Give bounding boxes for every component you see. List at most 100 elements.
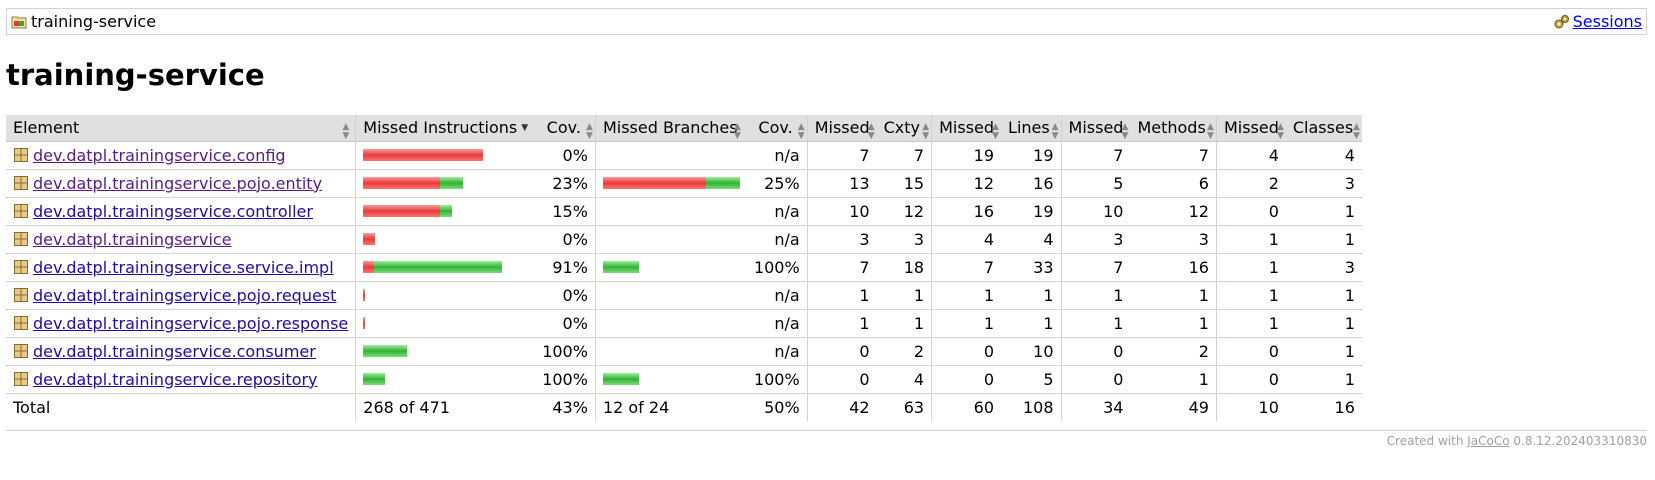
table-row: dev.datpl.trainingservice.repository 100%…: [6, 365, 1362, 394]
missed-lines: 0: [931, 365, 1002, 394]
element-cell-content: dev.datpl.trainingservice.pojo.request: [13, 286, 348, 305]
missed-cxty: 7: [806, 141, 877, 170]
methods: 6: [1130, 169, 1217, 198]
table-row: dev.datpl.trainingservice.controller 15% n…: [6, 197, 1362, 226]
header-element[interactable]: Element ▲ ▼: [6, 115, 356, 142]
sort-icon: ▲ ▼: [1051, 122, 1059, 141]
element-cell-content: dev.datpl.trainingservice.consumer: [13, 342, 348, 361]
classes: 1: [1285, 225, 1362, 254]
package-link[interactable]: dev.datpl.trainingservice.service.impl: [33, 257, 334, 277]
element-cell: dev.datpl.trainingservice.pojo.response: [6, 309, 356, 338]
missed-cxty: 1: [806, 281, 877, 310]
header-missed-lines[interactable]: Missed ▲ ▼: [931, 115, 1002, 142]
package-link[interactable]: dev.datpl.trainingservice.config: [33, 145, 286, 165]
covered-bar: [363, 345, 408, 357]
covered-bar: [602, 261, 639, 273]
element-cell-content: dev.datpl.trainingservice.repository: [13, 370, 348, 389]
header-missed-cxty[interactable]: Missed ▲ ▼: [806, 115, 877, 142]
element-cell-content: dev.datpl.trainingservice: [13, 230, 348, 249]
methods: 1: [1130, 309, 1217, 338]
header-missed-methods[interactable]: Missed ▲ ▼: [1060, 115, 1131, 142]
covered-bar: [363, 373, 386, 385]
package-icon: [14, 316, 28, 330]
lines: 33: [1001, 253, 1062, 282]
branches-bar-cell: [594, 365, 747, 394]
total-missed-methods: 34: [1060, 392, 1131, 421]
cxty: 12: [876, 197, 932, 226]
package-link[interactable]: dev.datpl.trainingservice.pojo.request: [33, 285, 337, 305]
covered-bar: [374, 261, 503, 273]
package-link[interactable]: dev.datpl.trainingservice.consumer: [33, 341, 316, 361]
missed-classes: 0: [1215, 197, 1286, 226]
instructions-bar-cell: [355, 253, 536, 282]
header-missed-branches[interactable]: Missed Branches ▲ ▼: [594, 115, 747, 142]
total-lines: 108: [1001, 392, 1062, 421]
branches-cov: n/a: [746, 141, 808, 170]
branches-bar-cell: [594, 309, 747, 338]
branches-bar: [602, 261, 740, 273]
header-cxty[interactable]: Cxty ▲ ▼: [876, 115, 932, 142]
header-missed-classes[interactable]: Missed ▲ ▼: [1215, 115, 1286, 142]
table-body: dev.datpl.trainingservice.config 0% n/a 7 7 1…: [6, 141, 1362, 394]
missed-classes: 4: [1215, 141, 1286, 170]
branches-bar-cell: [594, 337, 747, 366]
table-row: dev.datpl.trainingservice.pojo.request 0%…: [6, 281, 1362, 310]
cxty: 1: [876, 309, 932, 338]
methods: 7: [1130, 141, 1217, 170]
breadcrumb-left: training-service: [11, 12, 156, 32]
methods: 1: [1130, 281, 1217, 310]
instructions-bar-cell: [355, 197, 536, 226]
package-icon: [14, 260, 28, 274]
instructions-bar-cell: [355, 141, 536, 170]
sort-icon: ▲ ▼: [1121, 122, 1129, 141]
jacoco-link[interactable]: JaCoCo: [1467, 434, 1510, 448]
header-lines[interactable]: Lines ▲ ▼: [1001, 115, 1062, 142]
element-cell: dev.datpl.trainingservice.pojo.entity: [6, 169, 356, 198]
package-link[interactable]: dev.datpl.trainingservice: [33, 229, 232, 249]
element-cell: dev.datpl.trainingservice.service.impl: [6, 253, 356, 282]
sort-icon: ▲ ▼: [1207, 122, 1214, 141]
header-classes[interactable]: Classes ▲ ▼: [1285, 115, 1362, 142]
instructions-bar: [363, 205, 528, 217]
instructions-cov: 23%: [535, 169, 596, 198]
missed-methods: 7: [1060, 141, 1131, 170]
table-header-row: Element ▲ ▼ Missed Instructions ▼ Cov. ▲ ▼ Mi…: [6, 115, 1362, 142]
page-title: training-service: [6, 58, 265, 92]
lines: 1: [1001, 281, 1062, 310]
total-missed-classes: 10: [1215, 392, 1286, 421]
breadcrumb-right: Sessions: [1553, 12, 1642, 32]
element-cell: dev.datpl.trainingservice.repository: [6, 365, 356, 394]
missed-methods: 7: [1060, 253, 1131, 282]
header-missed-instructions[interactable]: Missed Instructions ▼: [355, 115, 536, 142]
instructions-bar-cell: [355, 309, 536, 338]
missed-lines: 16: [931, 197, 1002, 226]
instructions-cov: 0%: [535, 141, 596, 170]
instructions-cov: 0%: [535, 225, 596, 254]
methods: 1: [1130, 365, 1217, 394]
package-link[interactable]: dev.datpl.trainingservice.pojo.entity: [33, 173, 323, 193]
header-branch-cov[interactable]: Cov. ▲ ▼: [746, 115, 808, 142]
missed-cxty: 13: [806, 169, 877, 198]
header-instr-cov[interactable]: Cov. ▲ ▼: [535, 115, 596, 142]
package-link[interactable]: dev.datpl.trainingservice.controller: [33, 201, 313, 221]
table-row: dev.datpl.trainingservice.config 0% n/a 7 7 1…: [6, 141, 1362, 170]
cxty: 15: [876, 169, 932, 198]
table-row: dev.datpl.trainingservice.pojo.entity 23%…: [6, 169, 1362, 198]
branches-cov: n/a: [746, 197, 808, 226]
lines: 4: [1001, 225, 1062, 254]
lines: 16: [1001, 169, 1062, 198]
instructions-cov: 0%: [535, 281, 596, 310]
missed-cxty: 10: [806, 197, 877, 226]
instructions-bar: [363, 177, 528, 189]
element-cell: dev.datpl.trainingservice.pojo.request: [6, 281, 356, 310]
total-label: Total: [6, 392, 356, 421]
instructions-bar-cell: [355, 169, 536, 198]
header-methods[interactable]: Methods ▲ ▼: [1130, 115, 1217, 142]
total-branches: 12 of 24: [594, 392, 747, 421]
package-link[interactable]: dev.datpl.trainingservice.repository: [33, 369, 318, 389]
missed-classes: 0: [1215, 337, 1286, 366]
sort-icon: ▲ ▼: [586, 122, 593, 141]
sessions-link[interactable]: Sessions: [1572, 12, 1642, 31]
missed-cxty: 1: [806, 309, 877, 338]
package-link[interactable]: dev.datpl.trainingservice.pojo.response: [33, 313, 349, 333]
